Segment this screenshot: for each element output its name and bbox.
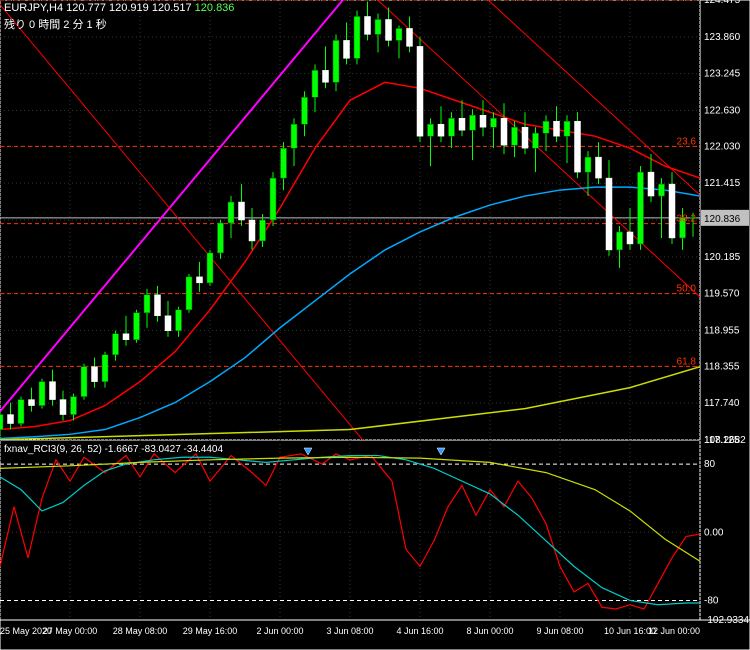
svg-text:121.415: 121.415 [704, 178, 741, 189]
svg-text:23.6: 23.6 [677, 136, 697, 147]
svg-text:fxnav_RCI3(9, 26, 52) -1.6667: fxnav_RCI3(9, 26, 52) -1.6667 -83.0427 -… [4, 444, 223, 455]
svg-text:8 Jun 00:00: 8 Jun 00:00 [466, 626, 513, 636]
svg-text:29 May 16:00: 29 May 16:00 [183, 626, 238, 636]
svg-text:3 Jun 08:00: 3 Jun 08:00 [326, 626, 373, 636]
svg-text:12 Jun 00:00: 12 Jun 00:00 [648, 626, 700, 636]
svg-text:117.740: 117.740 [704, 398, 740, 409]
countdown-timer: 残り 0 時間 2 分 1 秒 [4, 16, 107, 32]
svg-text:120.836: 120.836 [704, 214, 741, 225]
svg-text:119.570: 119.570 [704, 289, 740, 300]
svg-text:9 Jun 08:00: 9 Jun 08:00 [536, 626, 583, 636]
svg-text:-102.9334: -102.9334 [704, 615, 749, 626]
svg-text:118.955: 118.955 [704, 325, 740, 336]
svg-text:118.355: 118.355 [704, 361, 740, 372]
svg-text:-80: -80 [704, 595, 719, 606]
svg-text:61.8: 61.8 [677, 356, 697, 367]
svg-text:28 May 08:00: 28 May 08:00 [113, 626, 168, 636]
svg-text:108.2682: 108.2682 [704, 435, 746, 446]
svg-text:123.245: 123.245 [704, 69, 741, 80]
chart-svg[interactable]: 0.0 23.6 38.2 50.0 61.8 fxnav_RCI3(9, 26, 52)… [0, 0, 750, 650]
svg-text:0.0: 0.0 [682, 0, 696, 1]
svg-text:124.475: 124.475 [704, 0, 741, 6]
svg-text:2 Jun 00:00: 2 Jun 00:00 [256, 626, 303, 636]
svg-text:27 May 00:00: 27 May 00:00 [43, 626, 98, 636]
chart-header: EURJPY,H4 120.777 120.919 120.517 120.83… [4, 2, 234, 14]
symbol-label: EURJPY,H4 [4, 2, 63, 14]
svg-text:122.030: 122.030 [704, 141, 741, 152]
svg-text:122.630: 122.630 [704, 105, 741, 116]
svg-text:0.00: 0.00 [704, 527, 724, 538]
ohlc-o: 120.777 [66, 2, 106, 14]
svg-text:120.185: 120.185 [704, 252, 741, 263]
ohlc-c: 120.836 [195, 2, 235, 14]
ohlc-l: 120.517 [152, 2, 192, 14]
svg-text:80: 80 [704, 459, 716, 470]
svg-text:4 Jun 16:00: 4 Jun 16:00 [396, 626, 443, 636]
svg-text:38.2: 38.2 [677, 214, 697, 225]
chart-container[interactable]: EURJPY,H4 120.777 120.919 120.517 120.83… [0, 0, 750, 650]
svg-text:50.0: 50.0 [677, 284, 697, 295]
svg-text:123.860: 123.860 [704, 32, 741, 43]
ohlc-h: 120.919 [109, 2, 149, 14]
